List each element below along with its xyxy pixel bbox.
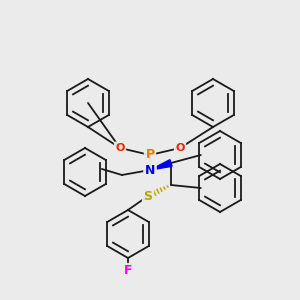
Text: S: S bbox=[143, 190, 152, 202]
Text: O: O bbox=[175, 143, 185, 153]
Polygon shape bbox=[150, 160, 172, 170]
Text: F: F bbox=[124, 265, 132, 278]
Text: P: P bbox=[146, 148, 154, 161]
Text: N: N bbox=[145, 164, 155, 176]
Text: O: O bbox=[115, 143, 125, 153]
